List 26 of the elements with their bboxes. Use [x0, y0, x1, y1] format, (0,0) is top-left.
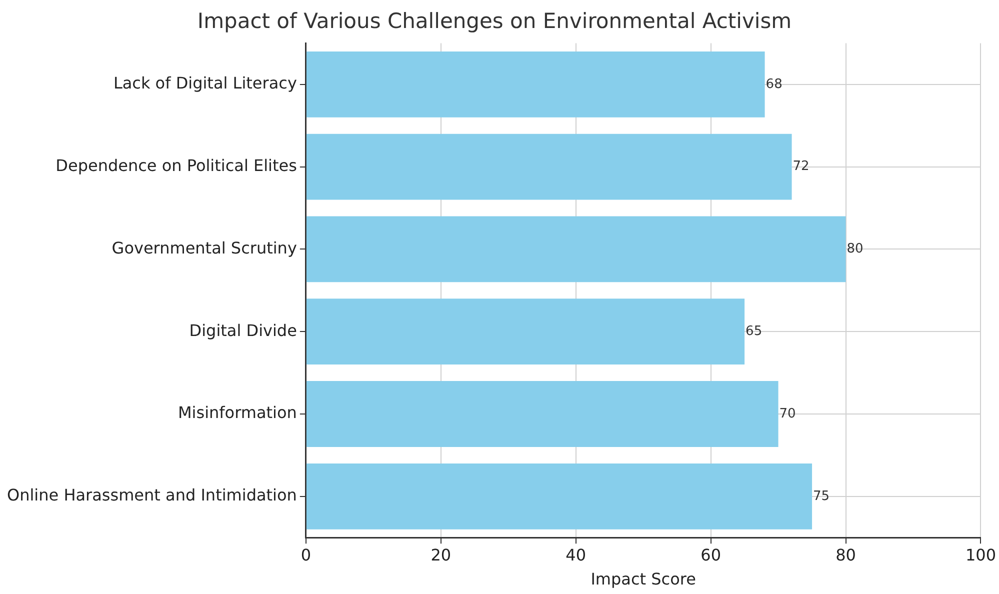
bar — [306, 463, 812, 530]
bar — [306, 216, 846, 282]
data-label: 65 — [746, 324, 762, 339]
y-tick-label: Misinformation — [178, 403, 297, 422]
y-tick-label: Governmental Scrutiny — [112, 238, 297, 258]
bar — [306, 298, 745, 365]
x-tick-label: 80 — [836, 545, 856, 564]
y-tick-label: Lack of Digital Literacy — [113, 74, 297, 93]
x-tick-label: 40 — [566, 545, 586, 564]
data-label: 68 — [766, 76, 782, 92]
bar — [306, 134, 792, 200]
x-tick-label: 100 — [965, 545, 996, 564]
x-axis-title: Impact Score — [590, 570, 696, 589]
y-tick-label: Digital Divide — [189, 320, 297, 340]
x-tick-label: 20 — [430, 545, 452, 564]
y-tick-label: Dependence on Political Elites — [56, 156, 297, 175]
chart-title: Impact of Various Challenges on Environmental Activism — [197, 9, 792, 34]
x-tick-label: 0 — [300, 545, 312, 564]
data-label: 70 — [779, 406, 796, 422]
data-label: 72 — [792, 159, 810, 174]
data-label: 80 — [846, 242, 864, 257]
y-tick-label: Online Harassment and Intimidation — [7, 486, 297, 505]
x-tick-label: 60 — [700, 545, 721, 564]
data-label: 75 — [813, 488, 830, 504]
bar — [306, 51, 765, 118]
bar — [306, 381, 778, 447]
